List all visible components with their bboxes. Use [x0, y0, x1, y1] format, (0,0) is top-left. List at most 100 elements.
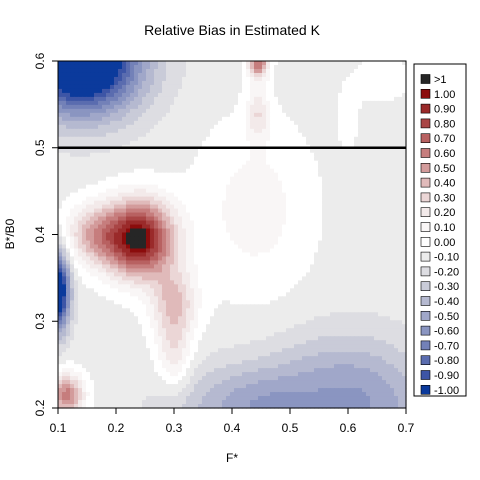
- heatmap-cell: [398, 112, 403, 118]
- heatmap-cell: [130, 88, 135, 94]
- heatmap-cell: [174, 140, 179, 146]
- heatmap-cell: [70, 232, 75, 238]
- heatmap-cell: [194, 160, 199, 166]
- heatmap-cell: [166, 96, 171, 102]
- heatmap-cell: [318, 92, 323, 98]
- heatmap-cell: [274, 64, 279, 70]
- heatmap-cell: [270, 268, 275, 273]
- heatmap-cell: [82, 136, 87, 142]
- heatmap-cell: [278, 204, 283, 210]
- heatmap-cell: [262, 280, 267, 285]
- heatmap-cell: [238, 264, 243, 269]
- heatmap-cell: [110, 72, 115, 78]
- heatmap-cell: [394, 252, 399, 258]
- heatmap-cell: [242, 148, 247, 154]
- heatmap-cell: [322, 184, 327, 190]
- heatmap-cell: [126, 212, 131, 218]
- heatmap-cell: [102, 88, 107, 94]
- heatmap-cell: [314, 156, 319, 162]
- heatmap-cell: [130, 256, 135, 262]
- heatmap-cell: [226, 244, 231, 250]
- heatmap-cell: [322, 148, 327, 154]
- heatmap-cell: [94, 164, 99, 170]
- heatmap-cell: [374, 180, 379, 186]
- heatmap-cell: [150, 212, 155, 218]
- heatmap-cell: [170, 72, 175, 78]
- heatmap-cell: [86, 212, 91, 218]
- heatmap-cell: [382, 164, 387, 170]
- heatmap-cell: [274, 108, 279, 114]
- heatmap-cell: [98, 88, 103, 94]
- heatmap-cell: [322, 248, 327, 254]
- heatmap-cell: [302, 132, 307, 138]
- heatmap-cell: [86, 100, 91, 106]
- heatmap-cell: [266, 200, 271, 206]
- heatmap-cell: [86, 176, 91, 182]
- heatmap-cell: [342, 100, 347, 106]
- heatmap-cell: [194, 288, 199, 293]
- heatmap-cell: [126, 88, 131, 94]
- heatmap-cell: [330, 200, 335, 206]
- heatmap-cell: [154, 192, 159, 198]
- heatmap-cell: [330, 128, 335, 134]
- heatmap-cell: [154, 92, 159, 98]
- heatmap-cell: [114, 116, 119, 122]
- heatmap-cell: [82, 176, 87, 182]
- heatmap-cell: [346, 276, 351, 281]
- heatmap-cell: [294, 152, 299, 158]
- heatmap-cell: [174, 132, 179, 138]
- heatmap-cell: [358, 236, 363, 242]
- heatmap-cell: [118, 188, 123, 194]
- heatmap-cell: [254, 196, 259, 202]
- heatmap-cell: [102, 256, 107, 262]
- heatmap-cell: [226, 128, 231, 134]
- heatmap-cell: [170, 140, 175, 146]
- heatmap-cell: [358, 176, 363, 182]
- heatmap-cell: [178, 184, 183, 190]
- heatmap-cell: [94, 216, 99, 222]
- heatmap-cell: [386, 80, 391, 86]
- heatmap-cell: [362, 188, 367, 194]
- heatmap-cell: [290, 124, 295, 130]
- heatmap-cell: [298, 272, 303, 277]
- heatmap-cell: [278, 92, 283, 98]
- heatmap-cell: [198, 128, 203, 134]
- heatmap-cell: [66, 112, 71, 118]
- heatmap-cell: [170, 120, 175, 126]
- heatmap-cell: [330, 268, 335, 273]
- heatmap-cell: [130, 260, 135, 266]
- heatmap-cell: [142, 240, 147, 246]
- heatmap-cell: [58, 76, 63, 82]
- heatmap-cell: [258, 244, 263, 250]
- heatmap-cell: [66, 152, 71, 158]
- heatmap-cell: [250, 128, 255, 134]
- heatmap-cell: [70, 68, 75, 74]
- heatmap-cell: [170, 276, 175, 281]
- heatmap-cell: [126, 132, 131, 138]
- heatmap-cell: [126, 76, 131, 82]
- heatmap-cell: [342, 216, 347, 222]
- heatmap-cell: [382, 61, 387, 66]
- heatmap-cell: [162, 200, 167, 206]
- heatmap-cell: [246, 204, 251, 210]
- heatmap-cell: [274, 88, 279, 94]
- heatmap-cell: [262, 252, 267, 258]
- heatmap-cell: [202, 80, 207, 86]
- heatmap-cell: [330, 240, 335, 246]
- heatmap-cell: [266, 120, 271, 126]
- heatmap-cell: [290, 220, 295, 226]
- heatmap-cell: [146, 184, 151, 190]
- heatmap-cell: [174, 180, 179, 186]
- heatmap-cell: [298, 188, 303, 194]
- heatmap-cell: [390, 128, 395, 134]
- heatmap-cell: [266, 108, 271, 114]
- heatmap-cell: [362, 220, 367, 226]
- heatmap-cell: [166, 176, 171, 182]
- heatmap-cell: [82, 128, 87, 134]
- heatmap-cell: [138, 136, 143, 142]
- heatmap-cell: [354, 112, 359, 118]
- heatmap-cell: [382, 284, 387, 289]
- heatmap-cell: [186, 208, 191, 214]
- heatmap-cell: [330, 256, 335, 262]
- heatmap-cell: [234, 208, 239, 214]
